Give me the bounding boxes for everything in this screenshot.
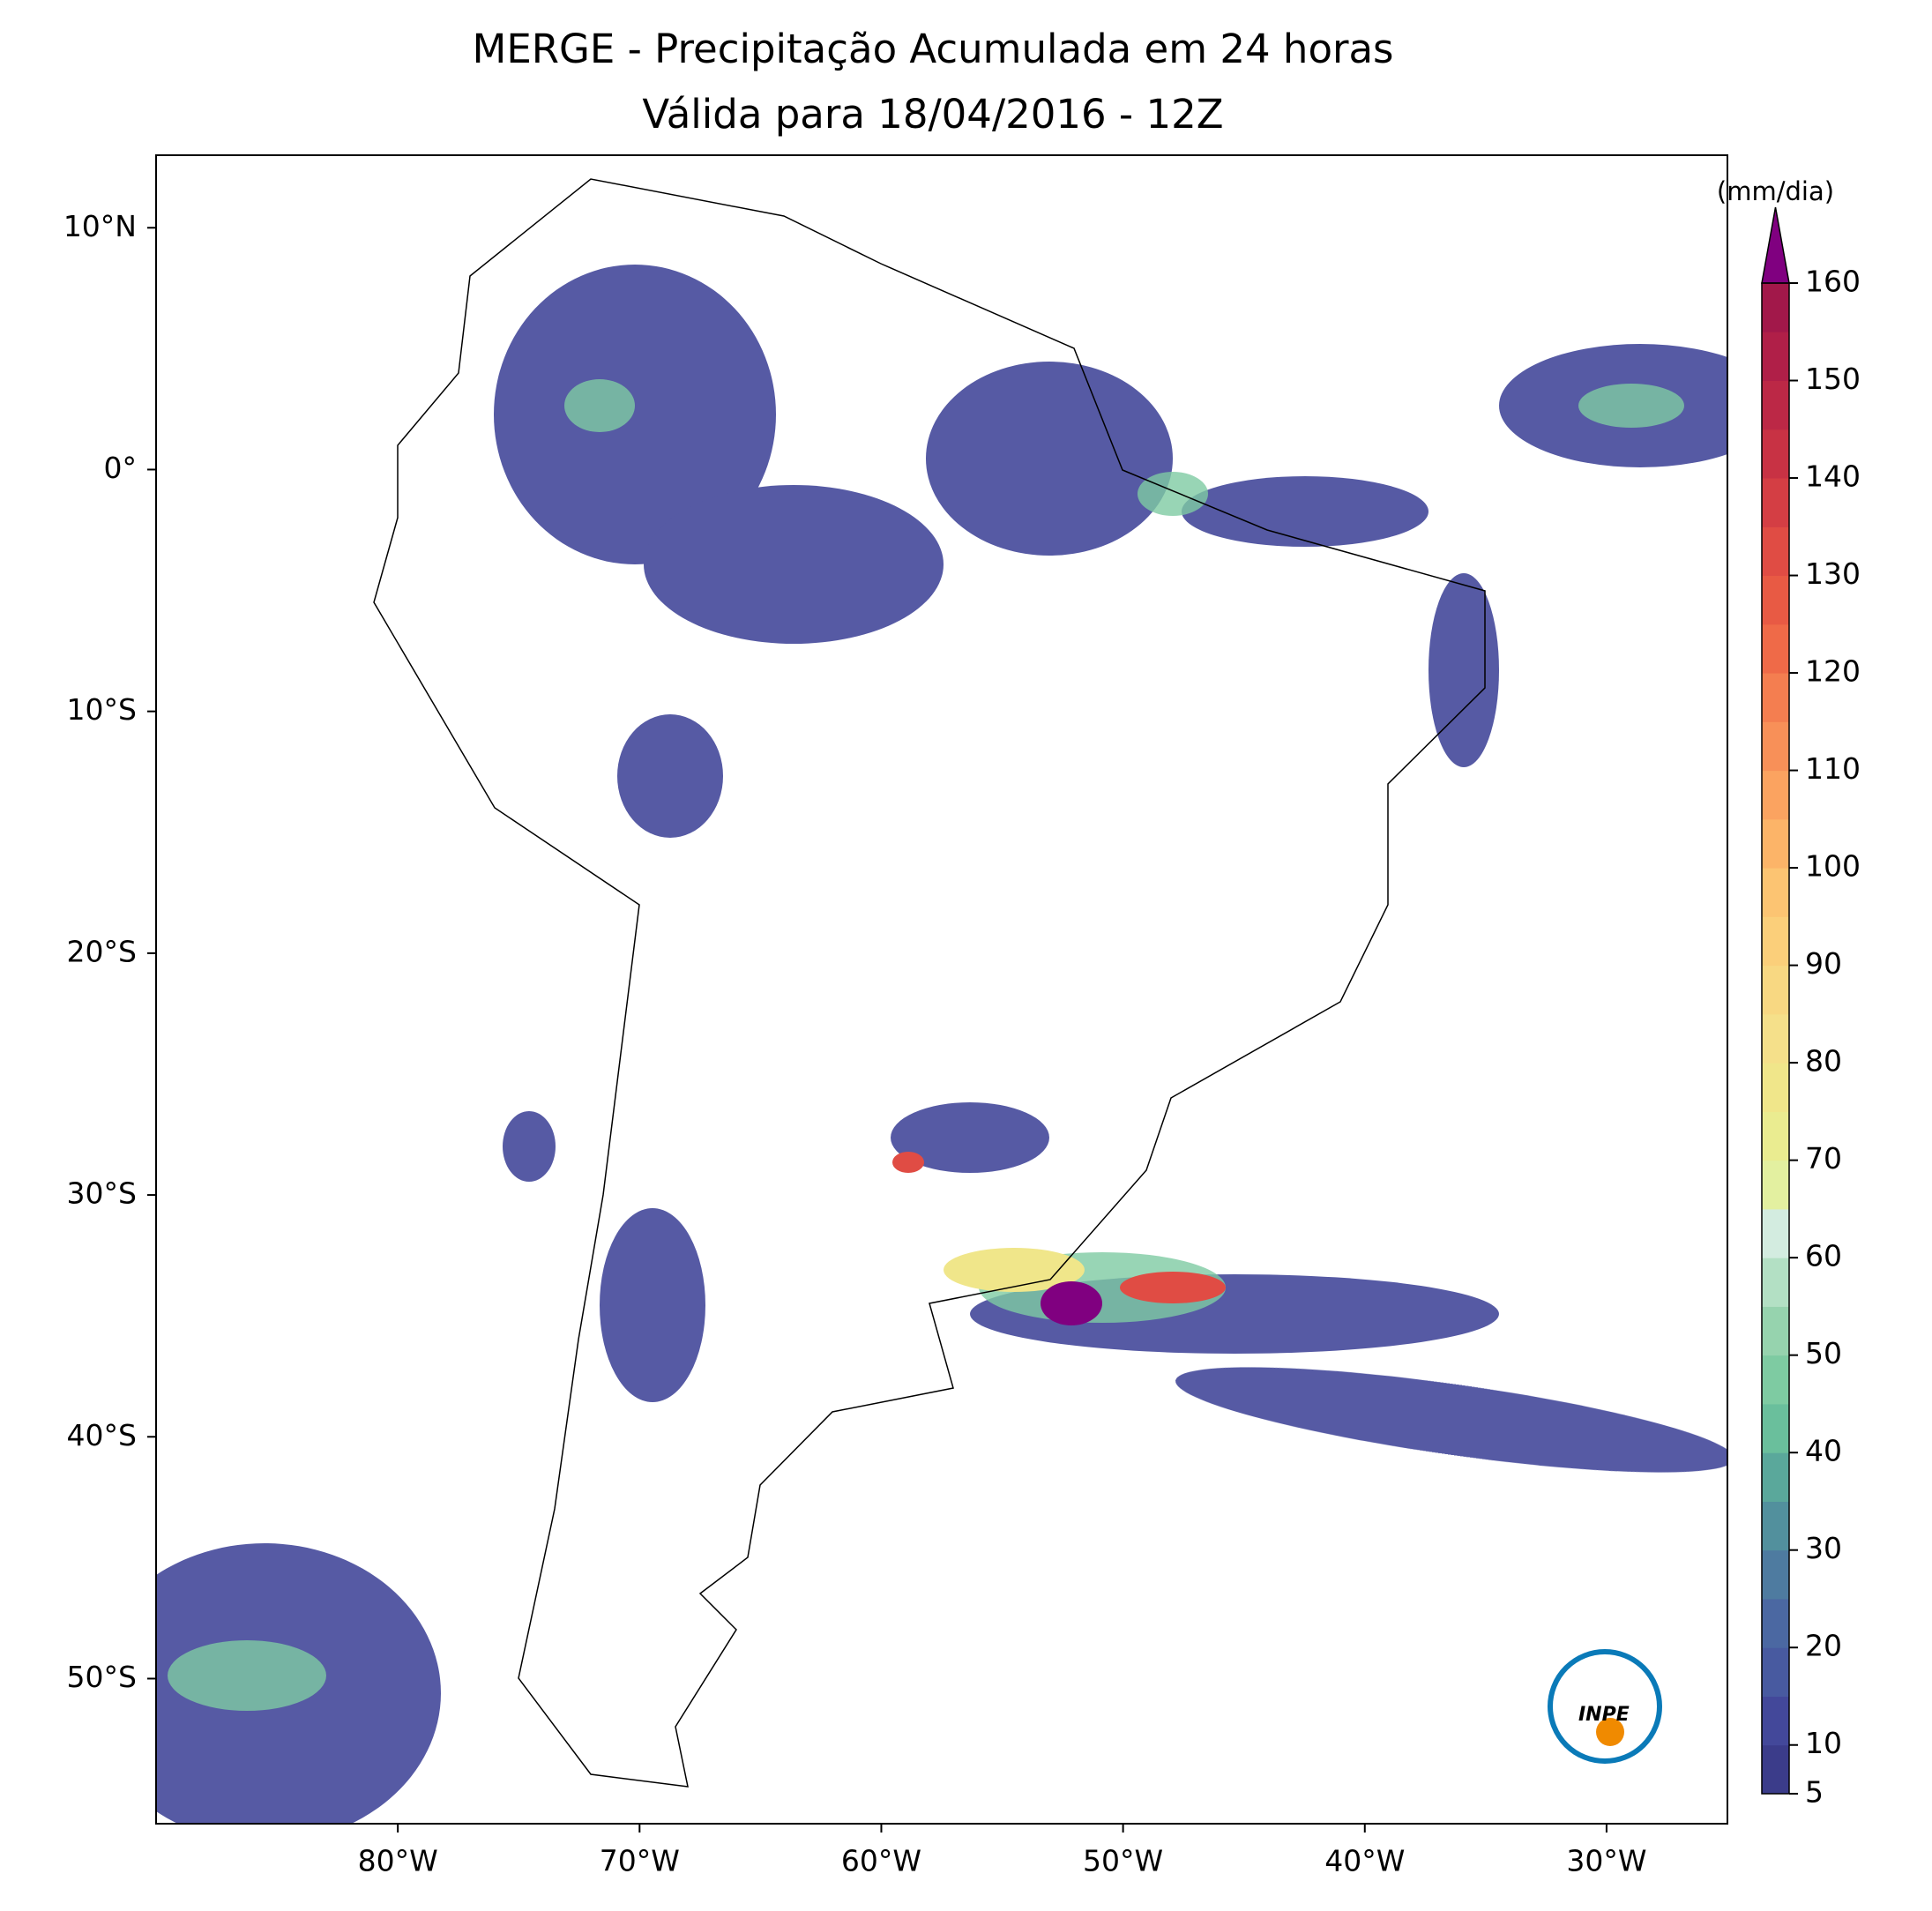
colorbar-band — [1762, 721, 1789, 772]
colorbar-extend — [1761, 206, 1790, 284]
colorbar-band — [1762, 1501, 1789, 1551]
y-tick-label: 10°S — [67, 692, 137, 727]
colorbar-tick-label: 100 — [1805, 849, 1861, 884]
y-tick-label: 10°N — [63, 209, 137, 243]
colorbar-band — [1762, 965, 1789, 1015]
colorbar-tick-label: 140 — [1805, 459, 1861, 494]
x-tick-label: 50°W — [1083, 1844, 1163, 1878]
colorbar-band — [1762, 1647, 1789, 1697]
colorbar-band — [1762, 1013, 1789, 1064]
colorbar-tick-label: 130 — [1805, 556, 1861, 591]
colorbar-band — [1762, 623, 1789, 674]
colorbar-band — [1762, 575, 1789, 625]
colorbar-frame — [1761, 282, 1790, 1795]
logo-text: INPE — [1578, 1704, 1630, 1726]
colorbar-tick-label: 120 — [1805, 654, 1861, 689]
x-tick-label: 60°W — [841, 1844, 921, 1878]
colorbar-band — [1762, 916, 1789, 967]
colorbar-band — [1762, 526, 1789, 577]
colorbar-band — [1762, 1111, 1789, 1161]
colorbar-band — [1762, 1160, 1789, 1210]
colorbar-band — [1762, 1063, 1789, 1112]
colorbar-band — [1762, 332, 1789, 382]
colorbar-label: (mm/dia) — [1717, 176, 1834, 206]
colorbar-band — [1762, 673, 1789, 722]
colorbar-tick-label: 50 — [1805, 1336, 1842, 1370]
colorbar-band — [1762, 1306, 1789, 1356]
y-tick-label: 30°S — [67, 1176, 137, 1211]
map — [155, 154, 1728, 1825]
x-tick-label: 70°W — [600, 1844, 680, 1878]
colorbar-band — [1762, 1598, 1789, 1648]
colorbar-band — [1762, 1403, 1789, 1453]
precipitation — [156, 265, 1727, 1824]
colorbar-band — [1762, 283, 1789, 332]
colorbar-tick-label: 70 — [1805, 1141, 1842, 1176]
colorbar-band — [1762, 1696, 1789, 1746]
colorbar-tick-label: 90 — [1805, 946, 1842, 981]
colorbar-tick-label: 30 — [1805, 1531, 1842, 1565]
x-tick-label: 80°W — [358, 1844, 438, 1878]
title: MERGE - Precipitação Acumulada em 24 hor… — [473, 26, 1394, 72]
y-tick-label: 0° — [104, 451, 138, 485]
colorbar-tick-label: 110 — [1805, 751, 1861, 786]
colorbar-tick-label: 20 — [1805, 1629, 1842, 1663]
colorbar-tick-label: 160 — [1805, 265, 1861, 299]
logo: INPE — [1548, 1649, 1662, 1764]
colorbar-band — [1762, 1355, 1789, 1405]
colorbar-band — [1762, 380, 1789, 430]
y-tick-label: 20°S — [67, 934, 137, 968]
y-tick-label: 50°S — [67, 1660, 137, 1694]
colorbar-band — [1762, 478, 1789, 527]
x-tick-label: 40°W — [1324, 1844, 1405, 1878]
colorbar-tick-label: 150 — [1805, 362, 1861, 396]
colorbar-tick-label: 40 — [1805, 1434, 1842, 1468]
y-tick-label: 40°S — [67, 1418, 137, 1452]
colorbar-band — [1762, 1208, 1789, 1258]
subtitle: Válida para 18/04/2016 - 12Z — [642, 91, 1223, 138]
colorbar-tick-label: 80 — [1805, 1044, 1842, 1079]
colorbar-tick-label: 60 — [1805, 1239, 1842, 1273]
colorbar-band — [1762, 770, 1789, 820]
colorbar-band — [1762, 1549, 1789, 1600]
colorbar-band — [1762, 1258, 1789, 1307]
colorbar-band — [1762, 1744, 1789, 1795]
colorbar-tick-label: 10 — [1805, 1726, 1842, 1760]
colorbar-band — [1762, 868, 1789, 917]
colorbar-tick-label: 5 — [1805, 1775, 1824, 1810]
map-frame — [155, 154, 1728, 1825]
x-tick-label: 30°W — [1566, 1844, 1646, 1878]
colorbar-band — [1762, 1452, 1789, 1502]
colorbar-band — [1762, 429, 1789, 479]
coastline — [373, 178, 1486, 1788]
colorbar-band — [1762, 818, 1789, 869]
